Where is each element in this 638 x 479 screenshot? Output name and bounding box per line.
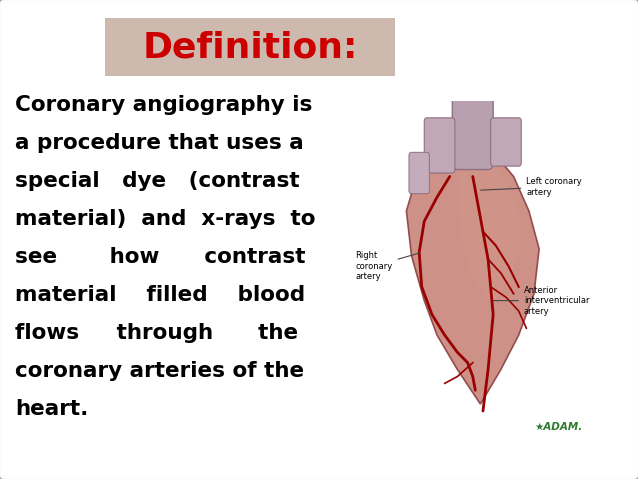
- FancyBboxPatch shape: [409, 152, 429, 194]
- FancyBboxPatch shape: [105, 18, 395, 76]
- Text: Anterior
interventricular
artery: Anterior interventricular artery: [493, 285, 590, 316]
- Text: ★ADAM.: ★ADAM.: [534, 422, 582, 432]
- Text: Definition:: Definition:: [142, 30, 358, 64]
- Text: Coronary angiography is: Coronary angiography is: [15, 95, 313, 115]
- Polygon shape: [457, 142, 521, 301]
- FancyBboxPatch shape: [452, 87, 493, 170]
- FancyBboxPatch shape: [424, 118, 455, 173]
- FancyBboxPatch shape: [491, 118, 521, 166]
- Text: special   dye   (contrast: special dye (contrast: [15, 171, 300, 191]
- Text: material    filled    blood: material filled blood: [15, 285, 305, 305]
- Text: heart.: heart.: [15, 399, 89, 419]
- Text: coronary arteries of the: coronary arteries of the: [15, 361, 304, 381]
- Text: Left coronary
artery: Left coronary artery: [480, 177, 582, 196]
- Text: material)  and  x-rays  to: material) and x-rays to: [15, 209, 316, 229]
- Text: Right
coronary
artery: Right coronary artery: [355, 251, 419, 281]
- Text: see       how      contrast: see how contrast: [15, 247, 306, 267]
- Text: flows     through      the: flows through the: [15, 323, 298, 343]
- Polygon shape: [406, 128, 539, 404]
- Text: a procedure that uses a: a procedure that uses a: [15, 133, 304, 153]
